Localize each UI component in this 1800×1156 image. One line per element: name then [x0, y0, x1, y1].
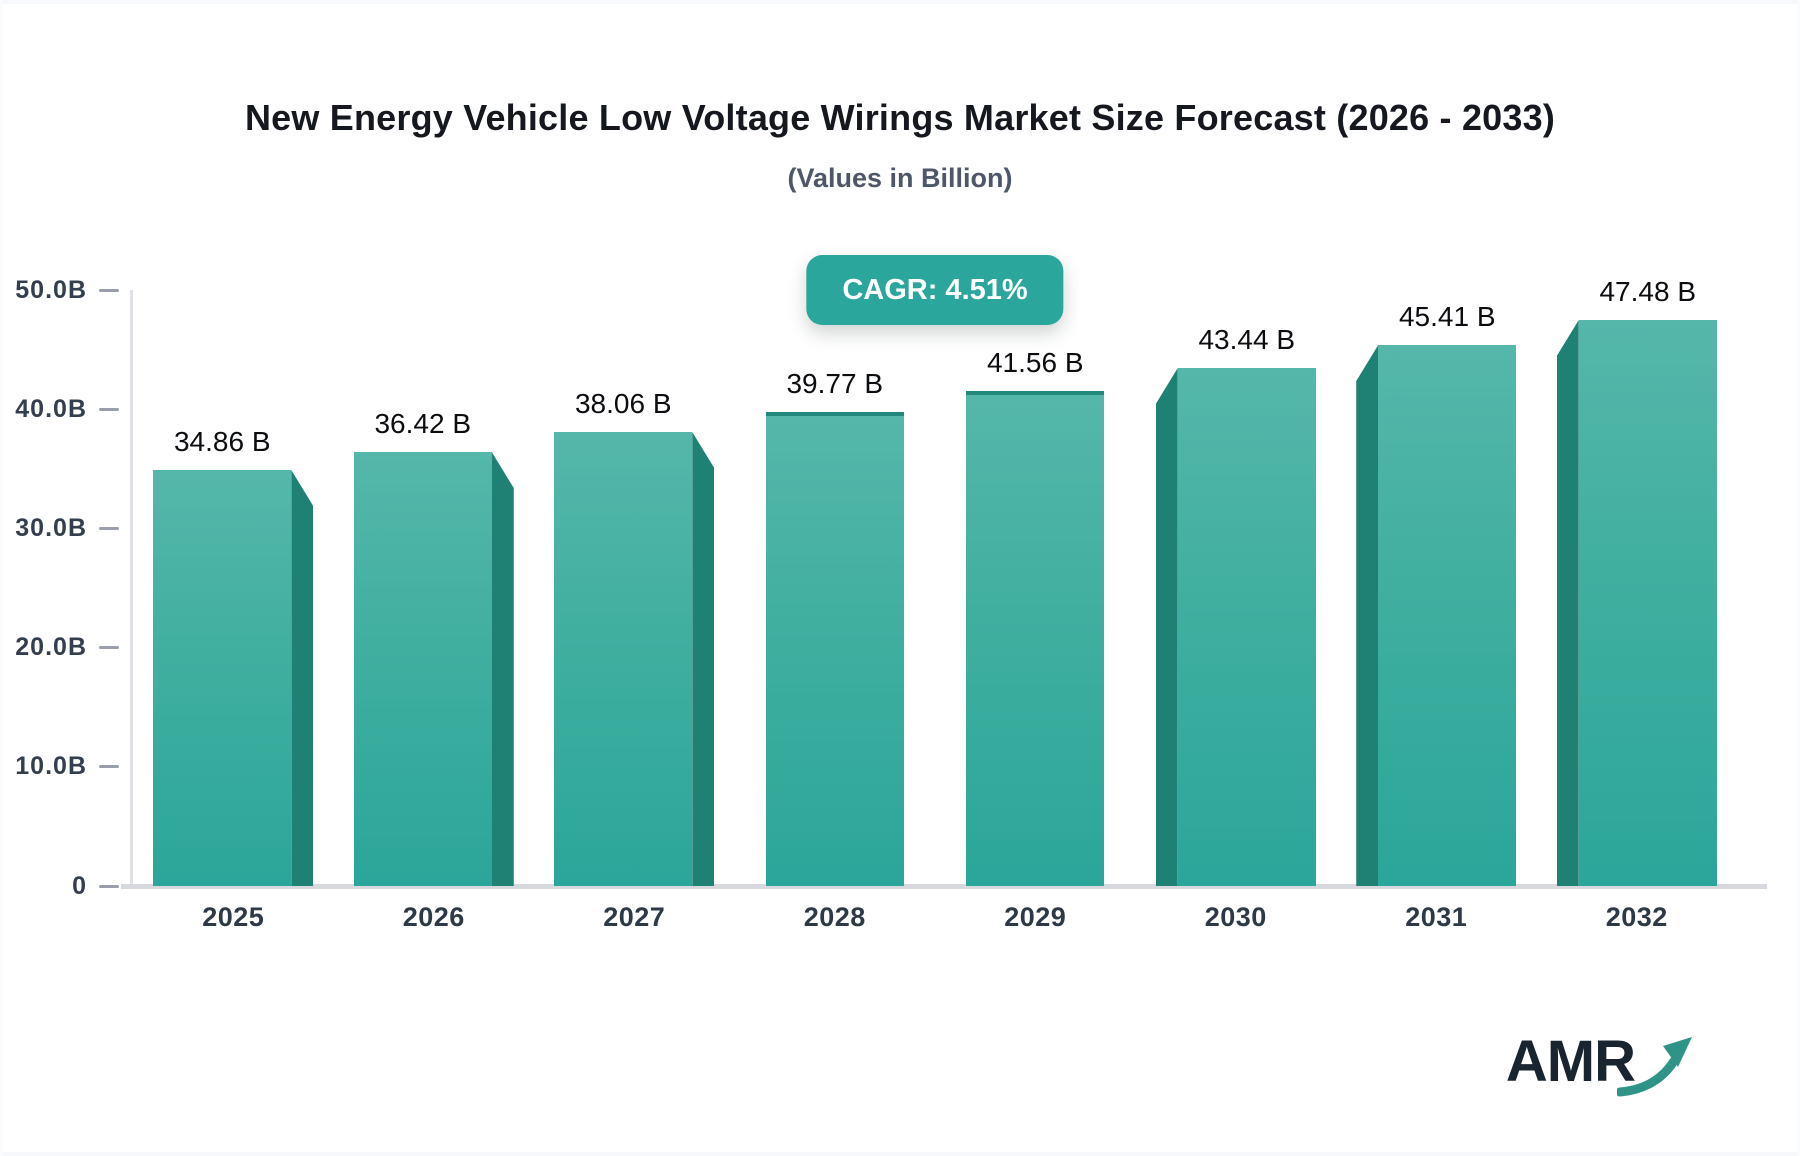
bar-face: [554, 432, 693, 886]
x-axis: 2025 2026 2027 2028 2029 2030 2031 2032: [133, 902, 1737, 933]
bar-side-panel: [491, 452, 514, 886]
bar-value-label: 47.48 B: [1599, 276, 1697, 307]
x-tick-label: 2032: [1605, 902, 1668, 932]
bar-2030[interactable]: 43.44 B: [1155, 324, 1316, 886]
plot-area: 34.86 B 36.42 B 38.06 B 39.77 B 41.56 B 43.44…: [121, 276, 1767, 889]
bar-face: [1177, 368, 1316, 886]
cagr-badge: CAGR: 4.51%: [806, 255, 1064, 325]
bar-side-panel: [1356, 345, 1379, 886]
bar-face: [765, 412, 904, 886]
y-tick: 10.0B: [15, 752, 119, 782]
y-axis-line: [130, 290, 133, 886]
page-bottom-edge: [0, 1152, 1800, 1156]
y-tick: 50.0B: [15, 275, 119, 305]
y-tick-label: 20.0B: [15, 633, 87, 662]
x-tick-label: 2028: [803, 902, 866, 932]
bar-2027[interactable]: 38.06 B: [554, 388, 715, 886]
y-tick-label: 50.0B: [15, 275, 87, 304]
growth-arrow-icon: [1617, 1037, 1692, 1097]
x-tick-label: 2026: [402, 902, 465, 932]
y-tick-label: 10.0B: [15, 752, 87, 781]
bar-2026[interactable]: 36.42 B: [353, 408, 514, 886]
bar-face: [1378, 345, 1517, 886]
bar-value-label: 34.86 B: [173, 426, 271, 457]
page-right-edge: [1797, 0, 1800, 1156]
y-tick: 30.0B: [15, 513, 119, 543]
bar-slot: 47.48 B: [1537, 276, 1738, 886]
bar-value-label: 36.42 B: [374, 408, 472, 439]
page-left-edge: [0, 0, 3, 1156]
y-tick-label: 0: [72, 871, 87, 900]
amr-logo: AMR: [1506, 1032, 1697, 1100]
bar-value-label: 43.44 B: [1198, 324, 1296, 355]
bar-slot: 38.06 B: [534, 290, 735, 886]
bar-slot: 39.77 B: [735, 290, 936, 886]
bar-slot: 43.44 B: [1136, 290, 1337, 886]
x-tick-label: 2029: [1004, 902, 1067, 932]
bar-2031[interactable]: 45.41 B: [1356, 301, 1517, 886]
x-axis-baseline: [121, 884, 1767, 889]
bar-value-label: 38.06 B: [574, 388, 672, 419]
bar-side-panel: [692, 432, 715, 886]
bar-value-label: 45.41 B: [1398, 301, 1496, 332]
x-tick-label: 2030: [1204, 902, 1267, 932]
bar-face: [153, 470, 292, 886]
amr-logo-text: AMR: [1505, 1029, 1636, 1094]
y-tick-dash: [99, 646, 119, 650]
bar-2032[interactable]: 47.48 B: [1556, 276, 1717, 886]
y-tick: 0: [72, 871, 119, 901]
chart-subtitle: (Values in Billion): [787, 163, 1013, 193]
page-top-edge: [0, 0, 1800, 4]
y-tick: 40.0B: [15, 394, 119, 424]
x-tick-label: 2027: [603, 902, 666, 932]
bar-slot: 36.42 B: [334, 290, 535, 886]
y-tick: 20.0B: [15, 633, 119, 663]
bar-face: [966, 391, 1105, 886]
y-tick-dash: [99, 407, 119, 411]
y-tick-label: 30.0B: [15, 513, 87, 542]
bar-value-label: 41.56 B: [986, 347, 1084, 378]
bar-face: [1578, 320, 1717, 886]
bar-side-panel: [291, 470, 314, 886]
bar-value-label: 39.77 B: [786, 368, 884, 399]
bar-slot: 41.56 B: [935, 290, 1136, 886]
y-tick-dash: [99, 884, 119, 888]
bar-2025[interactable]: 34.86 B: [153, 426, 314, 886]
y-tick-dash: [99, 765, 119, 769]
x-tick-label: 2025: [202, 902, 265, 932]
bar-2029[interactable]: 41.56 B: [966, 347, 1105, 886]
y-tick-label: 40.0B: [15, 394, 87, 423]
x-tick-label: 2031: [1405, 902, 1468, 932]
bar-face: [353, 452, 492, 886]
bars-row: 34.86 B 36.42 B 38.06 B 39.77 B 41.56 B 43.44…: [133, 276, 1738, 886]
chart-title: New Energy Vehicle Low Voltage Wirings M…: [244, 97, 1556, 138]
bar-side-panel: [1155, 368, 1178, 886]
bar-2028[interactable]: 39.77 B: [765, 368, 904, 886]
y-tick-dash: [99, 526, 119, 530]
y-tick-dash: [99, 288, 119, 292]
y-axis: 50.0B 40.0B 30.0B 20.0B 10.0B 0: [0, 276, 125, 900]
bar-side-panel: [1556, 320, 1579, 886]
bar-slot: 34.86 B: [133, 290, 334, 886]
bar-slot: 45.41 B: [1336, 290, 1537, 886]
